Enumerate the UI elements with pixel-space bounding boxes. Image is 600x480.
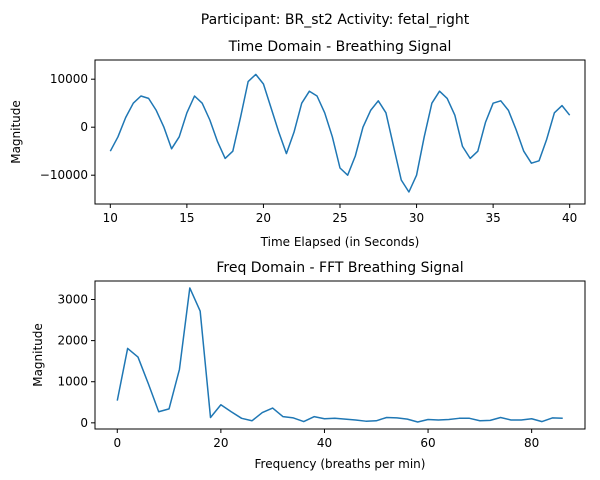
freq-domain-x-label: Frequency (breaths per min) bbox=[255, 457, 426, 471]
x-tick-label: 20 bbox=[256, 211, 271, 225]
y-tick-label: 0 bbox=[80, 416, 88, 430]
freq-domain-title: Freq Domain - FFT Breathing Signal bbox=[216, 260, 463, 276]
freq-domain-frame bbox=[94, 280, 586, 430]
x-tick-label: 0 bbox=[113, 436, 121, 450]
x-tick-label: 15 bbox=[179, 211, 194, 225]
time-domain-plot-area bbox=[109, 73, 571, 193]
freq-domain-y-label: Magnitude bbox=[31, 323, 45, 387]
x-tick-label: 35 bbox=[485, 211, 500, 225]
y-tick-label: −10000 bbox=[40, 168, 88, 182]
y-tick-label: 3000 bbox=[57, 293, 88, 307]
x-tick-label: 80 bbox=[524, 436, 539, 450]
time-domain-y-ticks: −10000 0 10000 bbox=[40, 72, 95, 182]
time-domain-frame bbox=[94, 59, 586, 205]
time-domain-title: Time Domain - Breathing Signal bbox=[228, 39, 452, 55]
time-domain-x-label: Time Elapsed (in Seconds) bbox=[260, 235, 420, 249]
y-tick-label: 2000 bbox=[57, 334, 88, 348]
x-tick-label: 30 bbox=[409, 211, 424, 225]
x-tick-label: 25 bbox=[332, 211, 347, 225]
time-domain-chart: Time Domain - Breathing Signal 10 15 20 25 3… bbox=[9, 39, 586, 249]
x-tick-label: 40 bbox=[317, 436, 332, 450]
freq-domain-chart: Freq Domain - FFT Breathing Signal 0 20 40… bbox=[31, 260, 586, 471]
y-tick-label: 10000 bbox=[50, 72, 88, 86]
figure-suptitle: Participant: BR_st2 Activity: fetal_righ… bbox=[201, 12, 470, 28]
series-line-1-0 bbox=[116, 287, 563, 423]
freq-domain-plot-area bbox=[116, 287, 563, 423]
freq-domain-x-ticks: 0 20 40 60 80 bbox=[113, 429, 539, 450]
series-line-0-0 bbox=[109, 73, 571, 193]
time-domain-x-ticks: 10 15 20 25 30 35 40 bbox=[103, 204, 577, 225]
x-tick-label: 40 bbox=[562, 211, 577, 225]
time-domain-y-label: Magnitude bbox=[9, 100, 23, 164]
y-tick-label: 0 bbox=[80, 120, 88, 134]
x-tick-label: 60 bbox=[420, 436, 435, 450]
x-tick-label: 10 bbox=[103, 211, 118, 225]
y-tick-label: 1000 bbox=[57, 375, 88, 389]
x-tick-label: 20 bbox=[213, 436, 228, 450]
freq-domain-y-ticks: 0 1000 2000 3000 bbox=[57, 293, 95, 430]
